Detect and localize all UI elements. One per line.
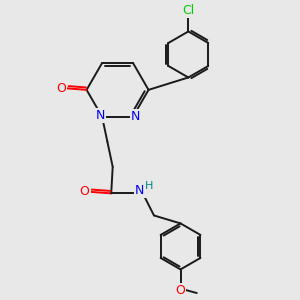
Text: H: H <box>145 181 153 191</box>
Text: N: N <box>96 109 105 122</box>
Text: O: O <box>56 82 66 95</box>
Text: N: N <box>131 110 140 123</box>
Text: O: O <box>80 185 90 198</box>
Text: N: N <box>135 184 145 197</box>
Text: Cl: Cl <box>182 4 194 17</box>
Text: O: O <box>176 284 185 298</box>
